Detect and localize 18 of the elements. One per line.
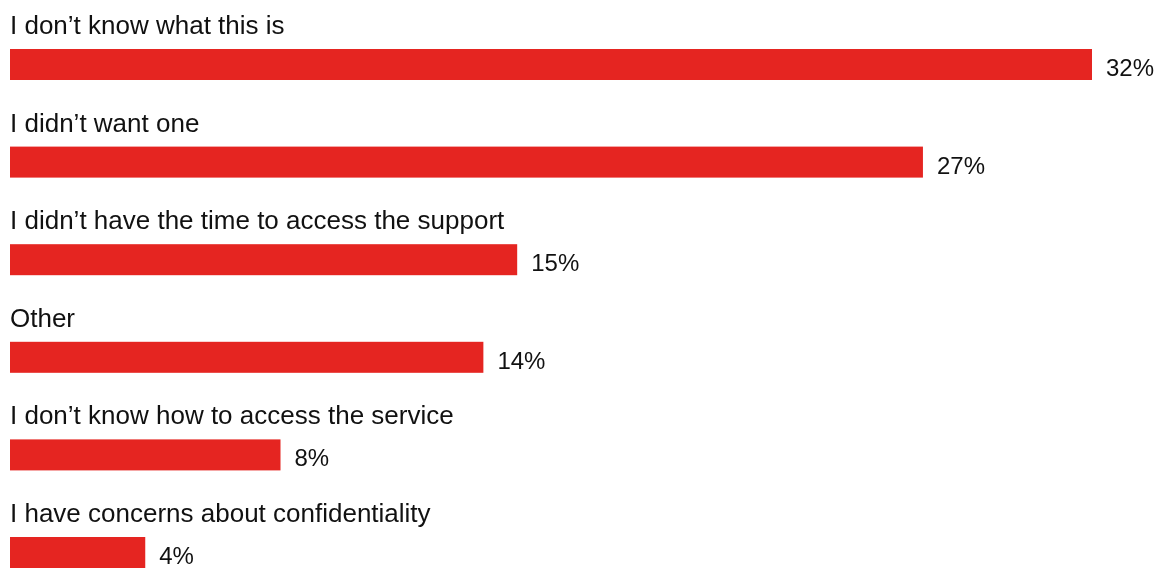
bar [10, 244, 518, 276]
data-label: 27% [936, 151, 985, 179]
y-tick-label: I didn’t want one [10, 107, 200, 138]
bar [10, 537, 146, 568]
y-tick-label: I don’t know what this is [10, 10, 285, 40]
data-label: 8% [294, 444, 330, 472]
data-label: 15% [531, 249, 580, 277]
y-tick-label: Other [10, 302, 76, 333]
bar [10, 341, 484, 373]
data-label: 32% [1106, 54, 1155, 81]
y-tick-label: I don’t know how to access the service [10, 400, 454, 431]
data-label: 14% [497, 346, 546, 374]
bar [10, 49, 1092, 80]
y-tick-label: I didn’t have the time to access the support [10, 205, 506, 236]
bar [10, 439, 281, 471]
y-tick-label: I have concerns about confidentiality [10, 498, 431, 528]
bar [10, 146, 923, 178]
data-label: 4% [159, 542, 194, 568]
